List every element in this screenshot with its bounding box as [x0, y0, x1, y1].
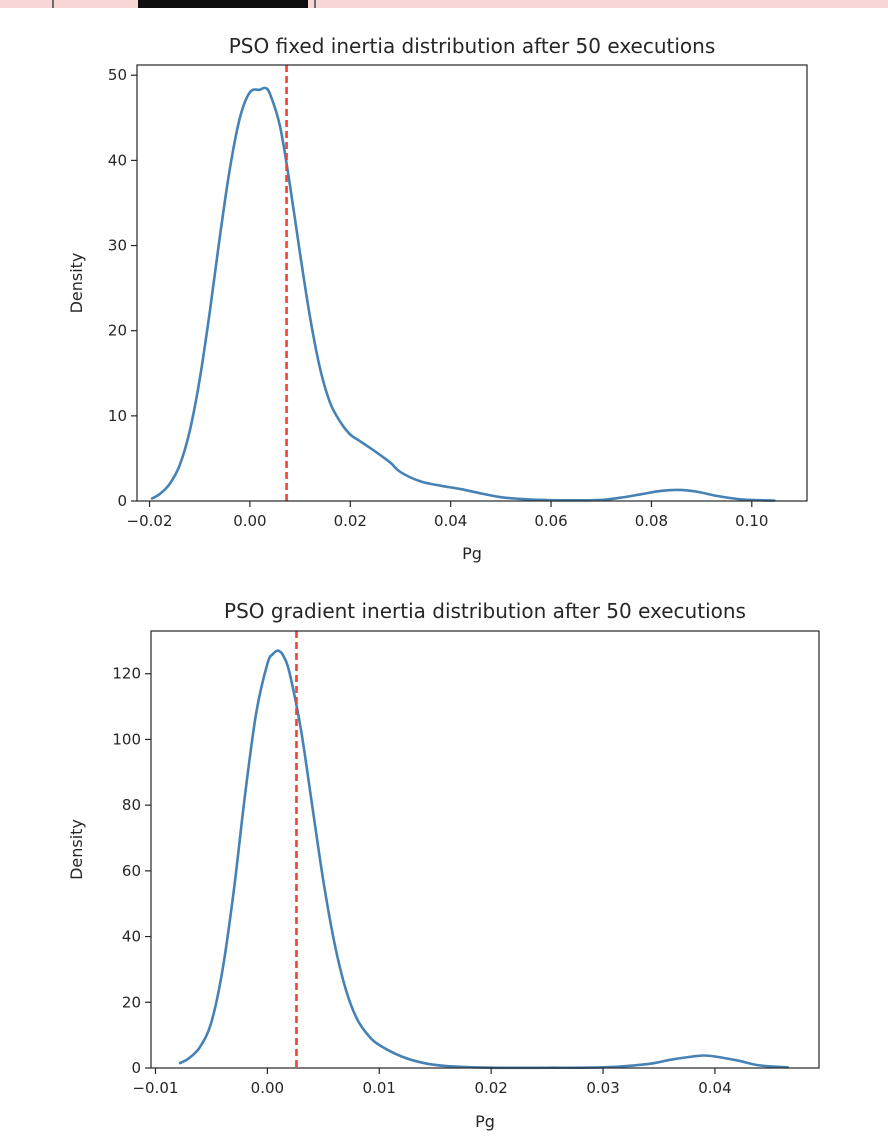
- x-tick-label: 0.08: [635, 512, 668, 530]
- y-tick-label: 40: [108, 151, 127, 169]
- y-tick-label: 100: [112, 730, 141, 748]
- x-tick-label: 0.04: [698, 1079, 731, 1097]
- y-tick-label: 50: [108, 66, 127, 84]
- x-tick-label: 0.10: [735, 512, 768, 530]
- x-axis-label: Pg: [462, 544, 482, 563]
- x-tick-label: 0.01: [363, 1079, 396, 1097]
- axes-frame: [150, 630, 820, 1069]
- redacted-block: [138, 0, 308, 8]
- x-tick-label: 0.04: [434, 512, 467, 530]
- x-tick-label: 0.02: [334, 512, 367, 530]
- x-tick-label: 0.00: [251, 1079, 284, 1097]
- y-axis-label: Density: [67, 819, 86, 880]
- x-tick-label: 0.03: [586, 1079, 619, 1097]
- divider: [314, 0, 316, 8]
- y-tick-label: 0: [131, 1059, 141, 1077]
- x-tick-label: 0.00: [233, 512, 266, 530]
- x-tick-label: −0.02: [127, 512, 173, 530]
- y-tick-label: 30: [108, 237, 127, 255]
- chart-2: −0.01 0.00 0.01 0.02 0.03 0.04 0 20 40 60 80 100 120…: [67, 599, 820, 1131]
- chart-title: PSO fixed inertia distribution after 50 …: [229, 34, 716, 58]
- chart-1: −0.02 0.00 0.02 0.04 0.06 0.08 0.10 0 10 20 30 40 50…: [67, 34, 808, 563]
- y-tick-label: 40: [122, 928, 141, 946]
- y-tick-label: 20: [122, 993, 141, 1011]
- y-tick-label: 80: [122, 796, 141, 814]
- y-axis-label: Density: [67, 253, 86, 314]
- x-axis-label: Pg: [475, 1112, 495, 1131]
- kde-series-line: [178, 649, 789, 1070]
- x-tick-label: 0.02: [474, 1079, 507, 1097]
- y-tick-label: 0: [117, 492, 127, 510]
- top-cropped-banner: [0, 0, 888, 8]
- y-tick-label: 120: [112, 665, 141, 683]
- axes-frame: [136, 64, 808, 502]
- x-tick-label: −0.01: [132, 1079, 178, 1097]
- kde-series-line: [150, 86, 776, 502]
- divider: [52, 0, 54, 8]
- y-tick-label: 20: [108, 322, 127, 340]
- y-tick-label: 60: [122, 862, 141, 880]
- x-tick-label: 0.06: [534, 512, 567, 530]
- y-tick-label: 10: [108, 407, 127, 425]
- chart-title: PSO gradient inertia distribution after …: [224, 599, 746, 623]
